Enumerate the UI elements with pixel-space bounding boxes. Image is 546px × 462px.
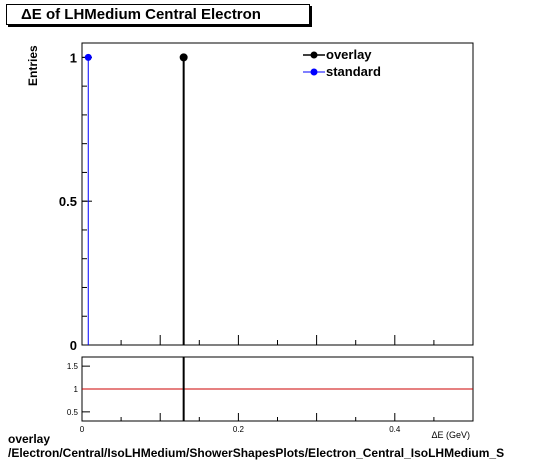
main-plot-frame [81, 42, 474, 346]
ratio-y-tick-label: 0.5 [67, 408, 79, 417]
x-tick-label: 0.4 [389, 425, 401, 434]
legend-label-overlay: overlay [326, 47, 372, 62]
data-point-overlay [179, 53, 188, 62]
chart-title-box: ΔE of LHMedium Central Electron [6, 4, 310, 25]
y-axis-label: Entries [26, 45, 40, 86]
y-tick-label: 1 [70, 50, 77, 65]
chart-title: ΔE of LHMedium Central Electron [21, 6, 261, 23]
footer-label: overlay [8, 432, 51, 446]
legend: overlay standard [303, 47, 381, 79]
x-tick-label: 0.2 [233, 425, 245, 434]
legend-marker-standard [310, 68, 318, 76]
data-point-standard [84, 53, 92, 61]
ratio-y-tick-label: 1.5 [67, 362, 79, 371]
legend-label-standard: standard [326, 64, 381, 79]
main-plot-area: 00.51 [59, 42, 474, 353]
legend-marker-overlay [310, 51, 318, 59]
x-axis-label: ΔE (GeV) [431, 430, 470, 440]
ratio-plot-area: 0.5 1 1.5 0 0.2 0.4 [67, 356, 474, 434]
x-tick-label: 0 [80, 425, 85, 434]
ratio-y-tick-label: 1 [74, 385, 79, 394]
footer-path: /Electron/Central/IsoLHMedium/ShowerShap… [8, 446, 505, 460]
y-tick-label: 0.5 [59, 194, 77, 209]
y-tick-label: 0 [70, 338, 77, 353]
